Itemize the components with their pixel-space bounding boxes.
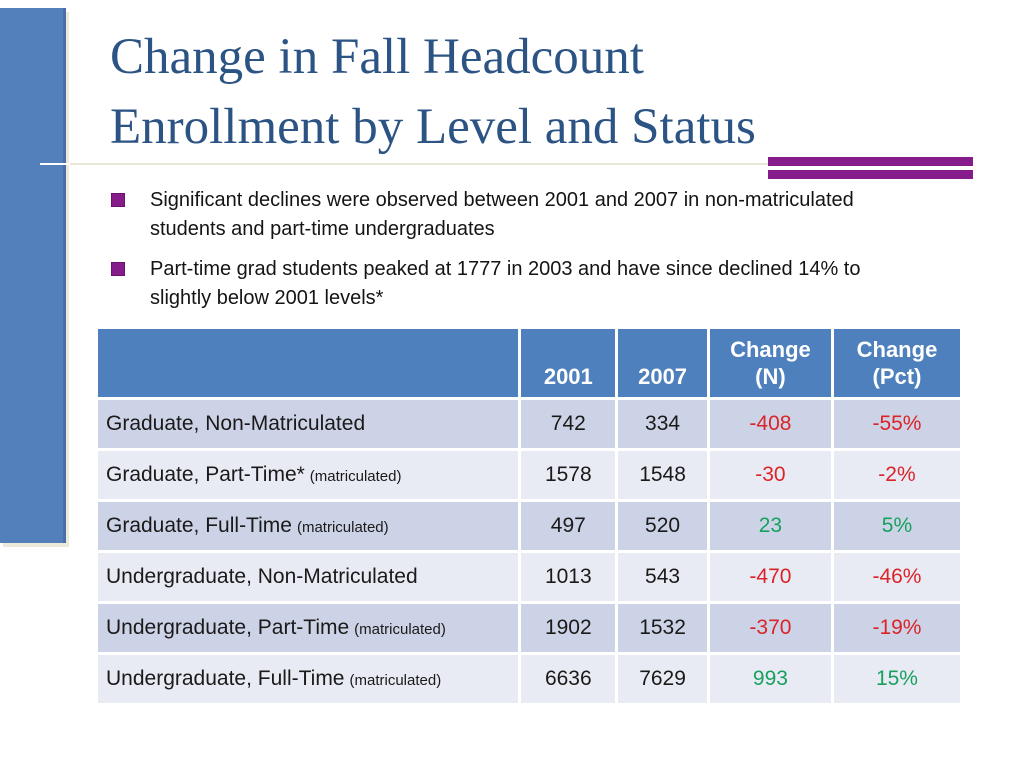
left-accent-bar — [0, 8, 66, 543]
bullet-square-icon — [111, 193, 125, 207]
title-line-2: Enrollment by Level and Status — [110, 99, 756, 155]
table-row: Undergraduate, Non-Matriculated 1013 543… — [94, 550, 964, 604]
cell-2007: 1532 — [615, 601, 710, 655]
title-line-1: Change in Fall Headcount — [110, 29, 644, 85]
cell-2007: 334 — [615, 397, 710, 451]
cell-label: Graduate, Part-Time* (matriculated) — [94, 448, 522, 502]
cell-change-pct: -55% — [830, 397, 964, 451]
enrollment-table: 2001 2007 Change (N) Change (Pct) Gradua… — [94, 326, 964, 706]
cell-2007: 1548 — [615, 448, 710, 502]
page-title: Change in Fall Headcount Enrollment by L… — [110, 22, 1000, 162]
column-header-2007: 2007 — [615, 326, 710, 400]
cell-2001: 742 — [518, 397, 619, 451]
cell-change-n: -408 — [706, 397, 834, 451]
cell-label: Undergraduate, Non-Matriculated — [94, 550, 522, 604]
table-row: Graduate, Part-Time* (matriculated) 1578 … — [94, 448, 964, 502]
cell-change-n: 23 — [706, 499, 834, 553]
cell-change-pct: -46% — [830, 550, 964, 604]
cell-label: Graduate, Full-Time (matriculated) — [94, 499, 522, 553]
cell-2001: 1013 — [518, 550, 619, 604]
accent-bar-bottom — [768, 170, 973, 179]
cell-change-pct: 15% — [830, 652, 964, 706]
cell-change-pct: -2% — [830, 448, 964, 502]
cell-2001: 1578 — [518, 448, 619, 502]
table-row: Undergraduate, Part-Time (matriculated) 1… — [94, 601, 964, 655]
cell-change-pct: 5% — [830, 499, 964, 553]
cell-2007: 520 — [615, 499, 710, 553]
cell-change-n: -470 — [706, 550, 834, 604]
cell-2001: 497 — [518, 499, 619, 553]
cell-sublabel: (matriculated) — [296, 519, 389, 536]
table-header-row: 2001 2007 Change (N) Change (Pct) — [94, 326, 964, 400]
table-row: Undergraduate, Full-Time (matriculated) 6… — [94, 652, 964, 706]
column-header-change-n: Change (N) — [706, 326, 834, 400]
cell-label: Undergraduate, Part-Time (matriculated) — [94, 601, 522, 655]
accent-bar-top — [768, 157, 973, 166]
cell-2007: 7629 — [615, 652, 710, 706]
table-row: Graduate, Full-Time (matriculated) 497 52… — [94, 499, 964, 553]
cell-2007: 543 — [615, 550, 710, 604]
cell-label: Undergraduate, Full-Time (matriculated) — [94, 652, 522, 706]
bullet-item: Part-time grad students peaked at 1777 i… — [111, 255, 992, 313]
bullet-item: Significant declines were observed betwe… — [111, 186, 992, 244]
column-header-label — [94, 326, 522, 400]
cell-2001: 6636 — [518, 652, 619, 706]
cell-change-pct: -19% — [830, 601, 964, 655]
bullet-square-icon — [111, 262, 125, 276]
cell-2001: 1902 — [518, 601, 619, 655]
cell-sublabel: (matriculated) — [354, 621, 446, 638]
column-header-2001: 2001 — [518, 326, 619, 400]
cell-sublabel: (matriculated) — [309, 468, 402, 485]
title-underline — [40, 163, 973, 165]
column-header-change-pct: Change (Pct) — [830, 326, 964, 400]
cell-change-n: -30 — [706, 448, 834, 502]
bullet-list: Significant declines were observed betwe… — [111, 186, 992, 324]
cell-change-n: -370 — [706, 601, 834, 655]
cell-sublabel: (matriculated) — [349, 672, 442, 689]
cell-change-n: 993 — [706, 652, 834, 706]
cell-label: Graduate, Non-Matriculated — [94, 397, 522, 451]
bullet-text: Part-time grad students peaked at 1777 i… — [150, 258, 861, 309]
table-row: Graduate, Non-Matriculated 742 334 -408 … — [94, 397, 964, 451]
bullet-text: Significant declines were observed betwe… — [150, 189, 854, 240]
